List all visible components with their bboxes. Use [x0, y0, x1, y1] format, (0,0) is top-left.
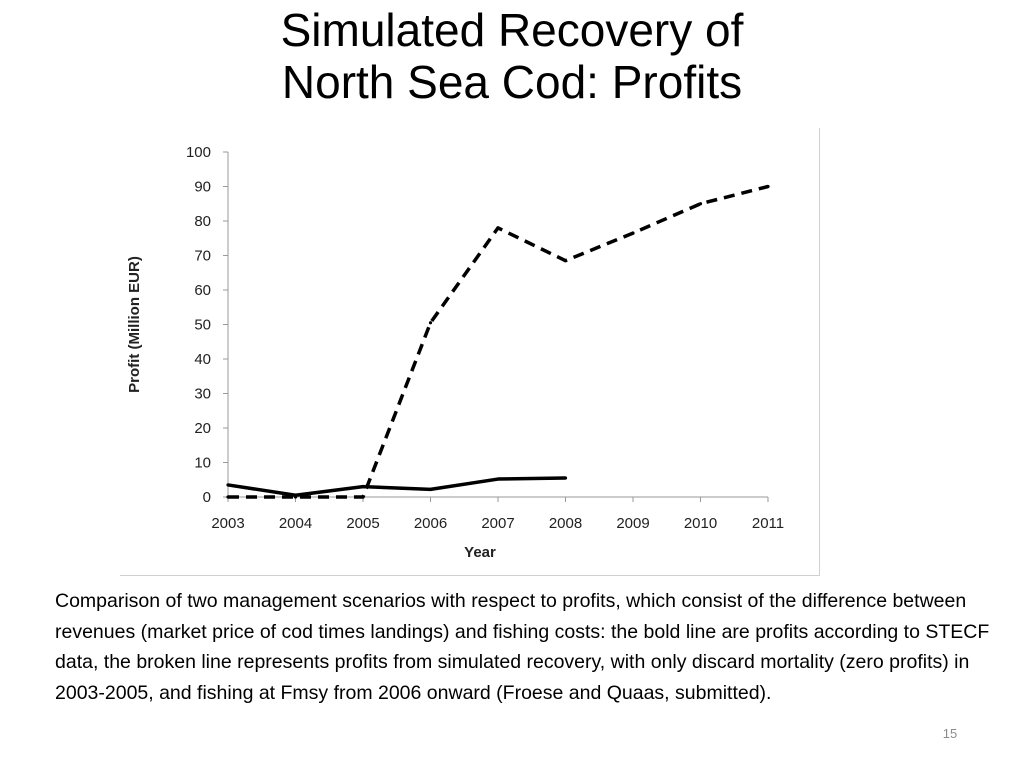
x-tick-label-2004: 2004	[279, 515, 312, 532]
series-1-point-2003	[226, 483, 230, 487]
x-tick-label-2011: 2011	[752, 515, 784, 532]
y-tick-label-100: 100	[186, 144, 211, 161]
series-2-point-2007	[496, 226, 500, 230]
y-tick-label-20: 20	[194, 420, 211, 437]
series-2-point-2006	[428, 321, 433, 325]
series-2-point-2004	[293, 495, 298, 499]
chart-axes: 0 10 20 30 40 50 60 70 80 90 100 2003 2004 2005 2006 20…	[186, 144, 784, 532]
series-2-point-2009	[631, 231, 635, 235]
series-1-point-2005	[361, 485, 365, 489]
series-2-dashed-line	[228, 184, 769, 499]
x-tick-label-2005: 2005	[346, 515, 379, 532]
y-tick-label-40: 40	[194, 351, 211, 368]
y-tick-label-80: 80	[194, 213, 211, 230]
chart-frame: 0 10 20 30 40 50 60 70 80 90 100 2003 2004 2005 2006 20…	[120, 128, 820, 576]
x-tick-label-2007: 2007	[481, 515, 514, 532]
series-2-point-2008	[563, 259, 568, 263]
series-1-point-2006	[428, 487, 433, 492]
y-tick-label-0: 0	[203, 489, 211, 506]
x-tick-label-2010: 2010	[684, 515, 717, 532]
x-tick-label-2008: 2008	[549, 515, 582, 532]
y-tick-label-30: 30	[194, 386, 211, 403]
x-tick-label-2003: 2003	[211, 515, 244, 532]
series-1-point-2007	[496, 477, 500, 481]
figure-caption: Comparison of two management scenarios w…	[55, 590, 990, 704]
slide-number: 15	[942, 726, 958, 741]
y-tick-label-10: 10	[194, 455, 211, 472]
slide-title: Simulated Recovery of North Sea Cod: Pro…	[0, 0, 1024, 108]
series-2-point-2003	[226, 495, 230, 499]
y-tick-label-90: 90	[194, 179, 211, 196]
profit-line-chart: 0 10 20 30 40 50 60 70 80 90 100 2003 2004 2005 2006 20…	[126, 144, 784, 561]
x-axis-label: Year	[464, 544, 496, 561]
series-1-point-2008	[563, 476, 568, 480]
x-tick-label-2009: 2009	[616, 515, 649, 532]
slide-title-line-2: North Sea Cod: Profits	[281, 56, 743, 108]
y-axis-label: Profit (Million EUR)	[126, 256, 143, 393]
chart-series-layer	[226, 184, 770, 499]
x-tick-label-2006: 2006	[414, 515, 447, 532]
series-2-point-2010	[698, 202, 703, 206]
series-2-point-2011	[766, 184, 770, 189]
series-1-solid-line	[227, 476, 566, 498]
slide-title-line-1: Simulated Recovery of	[280, 4, 744, 56]
series-2-point-2005	[361, 495, 365, 499]
y-tick-label-50: 50	[194, 317, 211, 334]
y-tick-label-70: 70	[194, 248, 211, 265]
y-tick-label-60: 60	[194, 282, 211, 299]
